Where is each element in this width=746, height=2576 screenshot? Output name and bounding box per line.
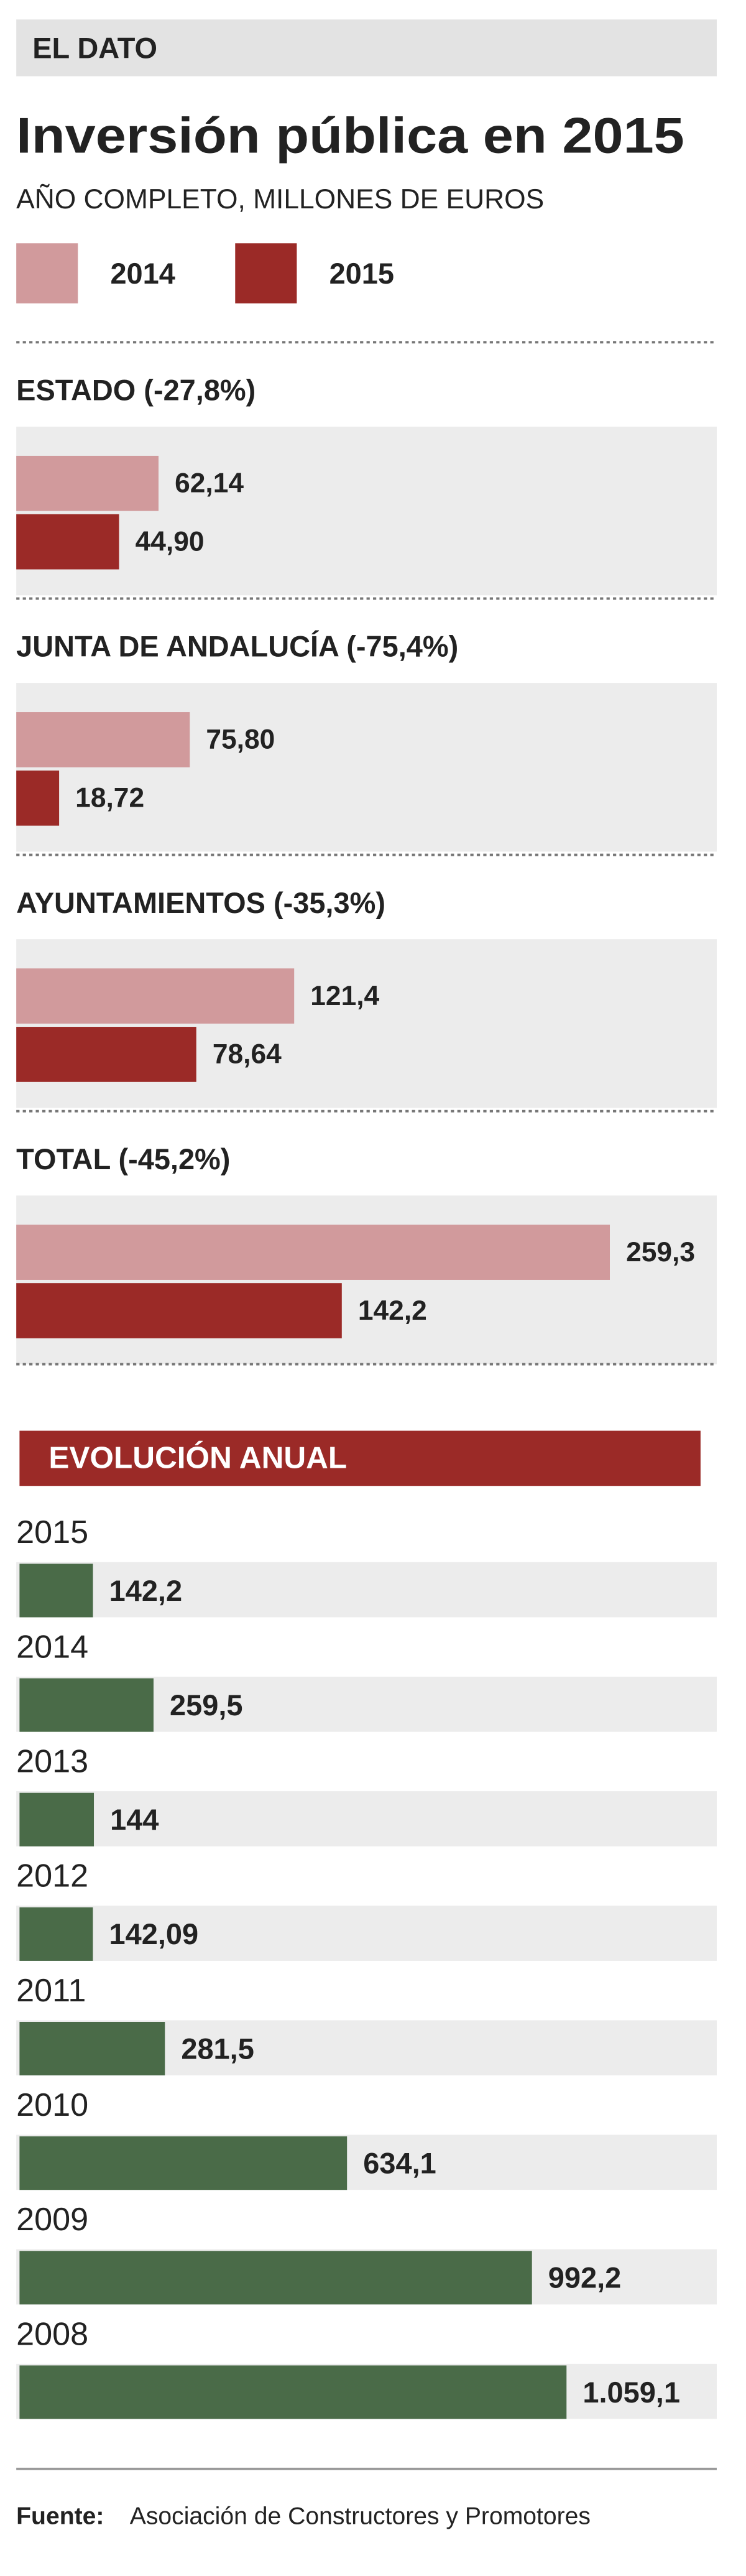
value-label: 259,5 (170, 1689, 242, 1721)
value-label: 18,72 (75, 783, 144, 813)
value-label: 78,64 (213, 1039, 282, 1070)
legend-label: 2014 (110, 257, 175, 290)
section-title: EVOLUCIÓN ANUAL (48, 1440, 347, 1475)
category-label: 2010 (16, 2087, 88, 2123)
value-label: 75,80 (206, 725, 275, 755)
panel (16, 1562, 717, 1618)
bar (19, 2136, 348, 2190)
value-label: 992,2 (548, 2262, 621, 2294)
value-label: 634,1 (363, 2147, 436, 2180)
bar (16, 1283, 342, 1338)
section-band (19, 1430, 701, 1486)
value-label: 121,4 (310, 981, 379, 1011)
value-label: 259,3 (626, 1237, 695, 1267)
category-label: AYUNTAMIENTOS (-35,3%) (16, 887, 385, 919)
value-label: 62,14 (175, 468, 244, 499)
category-label: TOTAL (-45,2%) (16, 1143, 230, 1175)
value-label: 281,5 (181, 2032, 254, 2065)
header-band (16, 19, 717, 76)
bar (16, 1027, 196, 1082)
value-label: 1.059,1 (583, 2376, 680, 2409)
category-label: ESTADO (-27,8%) (16, 374, 256, 407)
value-label: 142,2 (109, 1575, 182, 1607)
category-label: 2014 (16, 1629, 88, 1665)
bar (19, 2022, 165, 2076)
bar (19, 2365, 567, 2419)
category-label: 2012 (16, 1858, 88, 1894)
bar (16, 968, 295, 1024)
bar (16, 770, 60, 826)
value-label: 44,90 (136, 527, 205, 557)
value-label: 142,2 (358, 1295, 427, 1326)
bar (16, 455, 159, 511)
bar (19, 1678, 154, 1732)
category-label: 2013 (16, 1744, 88, 1780)
category-label: 2011 (16, 1973, 86, 2009)
source-label: Fuente: (16, 2503, 104, 2529)
bar (19, 1564, 93, 1618)
bar (16, 1225, 610, 1280)
value-label: 142,09 (109, 1918, 199, 1950)
category-label: 2009 (16, 2202, 88, 2238)
bar (16, 514, 119, 570)
value-label: 144 (110, 1804, 159, 1836)
legend-swatch (235, 243, 297, 303)
bar (19, 2251, 532, 2305)
legend-swatch (16, 243, 78, 303)
legend-label: 2015 (329, 257, 394, 290)
header: EL DATO (32, 32, 157, 64)
chart-title: Inversión pública en 2015 (16, 108, 684, 164)
category-label: 2015 (16, 1514, 88, 1550)
category-label: JUNTA DE ANDALUCÍA (-75,4%) (16, 631, 458, 663)
category-label: 2008 (16, 2316, 88, 2352)
bar (16, 712, 190, 767)
bar (19, 1907, 93, 1961)
panel (16, 1791, 717, 1846)
panel (16, 1906, 717, 1961)
bar (19, 1792, 94, 1846)
source-text: Asociación de Constructores y Promotores (130, 2503, 591, 2529)
chart-subtitle: AÑO COMPLETO, MILLONES DE EUROS (16, 183, 544, 215)
